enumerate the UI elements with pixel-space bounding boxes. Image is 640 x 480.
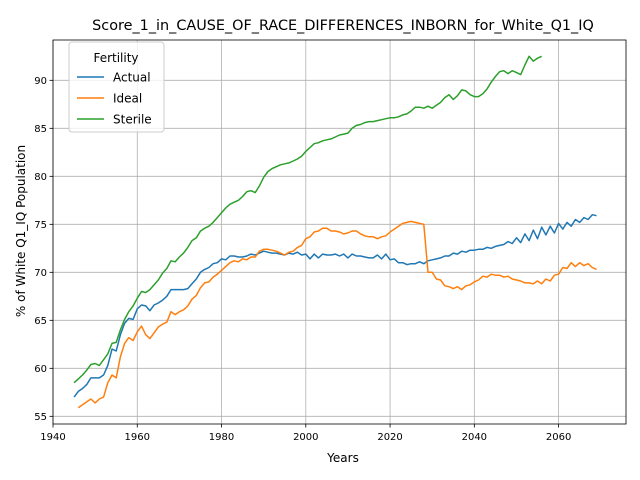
series-line-ideal	[77, 220, 597, 409]
y-tick-label: 90	[34, 76, 47, 87]
x-tick-label: 2040	[462, 432, 487, 443]
y-tick-label: 80	[34, 172, 47, 183]
chart-title: Score_1_in_CAUSE_OF_RACE_DIFFERENCES_INB…	[92, 18, 594, 34]
series-lines	[73, 55, 597, 409]
legend-box	[68, 41, 165, 133]
x-axis-label: Years	[326, 451, 359, 465]
y-axis-ticks: 55 60 65 70 75 80 85 90	[34, 76, 53, 423]
y-tick-label: 70	[34, 268, 47, 279]
x-tick-label: 2000	[293, 432, 318, 443]
series-line-sterile	[73, 55, 543, 384]
legend: Fertility Actual Ideal Sterile	[68, 41, 165, 133]
y-tick-label: 60	[34, 364, 47, 375]
x-tick-label: 1960	[125, 432, 150, 443]
legend-label-sterile: Sterile	[113, 112, 152, 126]
legend-title: Fertility	[93, 51, 138, 65]
y-tick-label: 55	[34, 412, 47, 423]
y-tick-label: 65	[34, 316, 47, 327]
y-tick-label: 85	[34, 124, 47, 135]
x-tick-label: 1980	[209, 432, 234, 443]
x-tick-label: 2060	[546, 432, 571, 443]
y-axis-label: % of White Q1_IQ Population	[14, 145, 28, 317]
x-tick-label: 1940	[40, 432, 65, 443]
legend-label-actual: Actual	[113, 70, 151, 84]
y-tick-label: 75	[34, 220, 47, 231]
legend-items: Actual Ideal Sterile	[77, 70, 152, 126]
plot-frame	[52, 39, 627, 425]
series-line-actual	[73, 213, 597, 398]
x-axis-ticks: 1940 1960 1980 2000 2020 2040 2060	[40, 424, 571, 443]
x-tick-label: 2020	[377, 432, 402, 443]
legend-label-ideal: Ideal	[113, 91, 142, 105]
